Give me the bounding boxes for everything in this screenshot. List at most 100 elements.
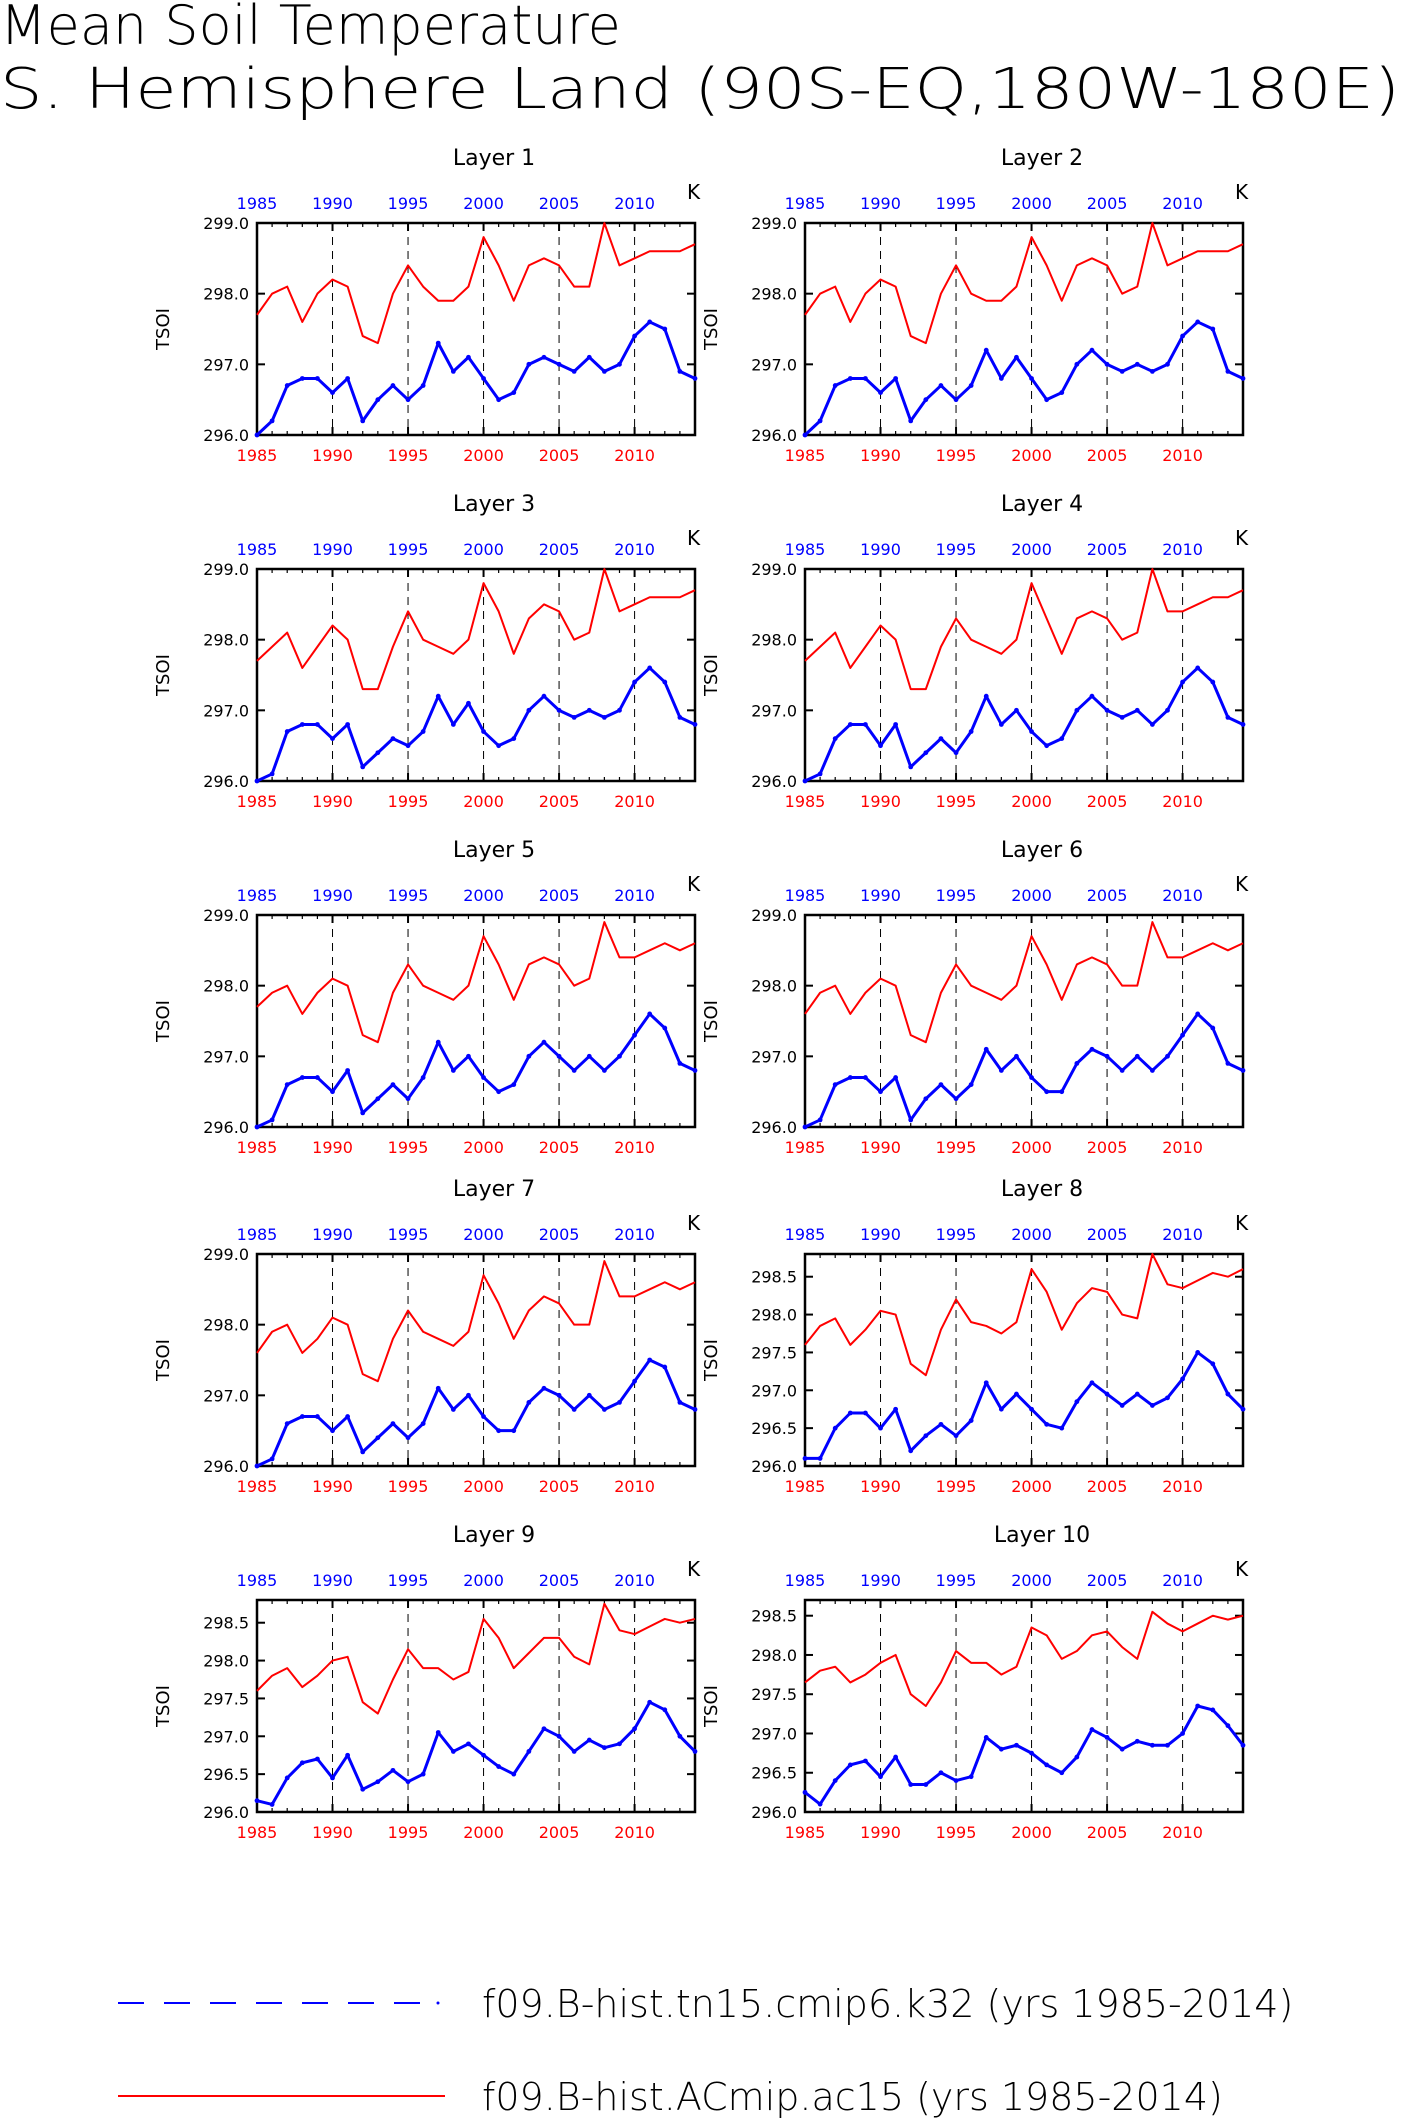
series-point-cmip6 <box>375 750 381 756</box>
series-point-cmip6 <box>938 1770 944 1776</box>
series-point-cmip6 <box>556 1392 562 1398</box>
panel-grid: Layer 1 K TSOI 1985 1985 1990 1990 1995 1995 2000… <box>153 146 1249 1842</box>
series-line-cmip6 <box>256 1358 696 1468</box>
series-point-cmip6 <box>1195 1350 1201 1355</box>
series-point-cmip6 <box>617 1741 622 1747</box>
series-point-cmip6 <box>817 1117 823 1123</box>
x-tick-label-bottom: 1990 <box>860 1477 901 1496</box>
series-point-cmip6 <box>1165 1742 1170 1748</box>
y-tick-label: 298.0 <box>751 285 797 304</box>
series-point-cmip6 <box>802 1789 808 1795</box>
series-point-cmip6 <box>1240 376 1246 381</box>
x-tick-label-bottom: 2010 <box>1162 792 1203 811</box>
series-point-cmip6 <box>1074 1399 1080 1405</box>
series-point-cmip6 <box>526 1053 532 1059</box>
series-point-cmip6 <box>1044 1421 1050 1427</box>
series-point-cmip6 <box>511 1771 517 1777</box>
y-tick-label: 299.0 <box>203 906 249 925</box>
x-tick-label-bottom: 2010 <box>1162 1138 1203 1157</box>
series-point-cmip6 <box>541 1039 547 1045</box>
figure-title-line2: S. Hemisphere Land (90S-EQ,180W-180E) <box>0 57 1400 122</box>
series-line-cmip6 <box>805 1350 1245 1460</box>
series-point-cmip6 <box>1180 679 1185 685</box>
series-point-cmip6 <box>299 1075 305 1080</box>
series-point-cmip6 <box>832 1082 838 1087</box>
series-point-cmip6 <box>847 1075 853 1080</box>
x-tick-label-bottom: 2010 <box>614 446 655 465</box>
x-tick-label-bottom: 2000 <box>463 1138 504 1157</box>
y-tick-label: 296.0 <box>203 1118 249 1137</box>
x-tick-label-bottom: 1985 <box>237 446 278 465</box>
panel-title: Layer 1 <box>453 146 535 171</box>
series-point-cmip6 <box>315 376 320 381</box>
x-tick-label-bottom: 1990 <box>312 1823 353 1842</box>
series-point-cmip6 <box>802 778 808 784</box>
panel-title: Layer 2 <box>1001 146 1083 171</box>
series-point-cmip6 <box>923 750 929 756</box>
x-tick-label-top: 1995 <box>936 1225 977 1244</box>
series-point-cmip6 <box>893 722 899 727</box>
series-point-cmip6 <box>1044 1089 1050 1095</box>
series-point-cmip6 <box>863 722 868 727</box>
series-point-cmip6 <box>1225 369 1231 374</box>
x-tick-label-top: 2000 <box>463 886 504 905</box>
series-point-cmip6 <box>1089 1727 1095 1732</box>
y-tick-label: 297.5 <box>203 1689 249 1708</box>
series-point-cmip6 <box>405 1435 411 1441</box>
x-tick-label-top: 1995 <box>936 540 977 559</box>
series-line-acmip <box>804 1253 1244 1377</box>
series-point-cmip6 <box>1029 1750 1034 1756</box>
x-tick-label-bottom: 1990 <box>860 1823 901 1842</box>
series-point-cmip6 <box>1029 1075 1034 1080</box>
series-line-cmip6 <box>804 1012 1244 1129</box>
series-point-cmip6 <box>360 1449 366 1455</box>
series-point-cmip6 <box>1074 707 1080 713</box>
series-point-cmip6 <box>390 736 396 741</box>
x-tick-label-bottom: 1995 <box>936 792 977 811</box>
series-point-cmip6 <box>863 376 868 381</box>
series-point-cmip6 <box>254 1463 260 1469</box>
series-point-cmip6 <box>1044 1762 1050 1768</box>
x-tick-label-top: 2005 <box>1087 194 1128 213</box>
series-point-cmip6 <box>586 354 592 360</box>
series-point-cmip6 <box>1225 1061 1231 1066</box>
series-point-cmip6 <box>254 432 260 438</box>
series-point-cmip6 <box>450 1749 456 1754</box>
series-point-cmip6 <box>1165 361 1170 367</box>
series-point-cmip6 <box>1014 1053 1019 1059</box>
series-point-cmip6 <box>1059 390 1065 395</box>
series-point-cmip6 <box>923 1433 929 1439</box>
x-tick-label-bottom: 2010 <box>1162 446 1203 465</box>
series-point-cmip6 <box>375 1779 381 1785</box>
series-point-cmip6 <box>1104 707 1110 713</box>
plot-frame <box>803 1598 1245 1814</box>
series-point-cmip6 <box>1195 1011 1201 1017</box>
series-point-cmip6 <box>662 679 668 685</box>
x-tick-label-top: 2010 <box>614 194 655 213</box>
x-tick-label-bottom: 1985 <box>785 792 826 811</box>
x-tick-label-bottom: 2005 <box>539 1138 580 1157</box>
series-point-cmip6 <box>330 390 335 395</box>
series-point-cmip6 <box>968 1774 974 1780</box>
units-label: K <box>1235 180 1249 204</box>
series-point-cmip6 <box>375 1435 381 1441</box>
y-tick-label: 298.0 <box>203 1316 249 1335</box>
x-tick-label-bottom: 2005 <box>539 1477 580 1496</box>
series-point-cmip6 <box>1014 707 1019 713</box>
series-line-acmip <box>804 1610 1244 1707</box>
series-point-cmip6 <box>938 736 944 741</box>
x-tick-label-top: 1995 <box>388 1225 429 1244</box>
series-point-cmip6 <box>632 333 637 339</box>
series-point-cmip6 <box>893 1075 899 1080</box>
x-tick-label-top: 1995 <box>388 194 429 213</box>
series-point-cmip6 <box>360 1110 366 1116</box>
series-point-cmip6 <box>878 743 883 749</box>
series-point-cmip6 <box>1240 1406 1246 1412</box>
y-tick-label: 297.0 <box>751 1381 797 1400</box>
series-line-acmip <box>804 568 1244 691</box>
series-point-cmip6 <box>802 1124 808 1130</box>
series-point-cmip6 <box>1195 1703 1201 1709</box>
x-tick-label-bottom: 1990 <box>312 1138 353 1157</box>
series-point-cmip6 <box>662 1707 668 1713</box>
series-point-cmip6 <box>315 1075 320 1080</box>
